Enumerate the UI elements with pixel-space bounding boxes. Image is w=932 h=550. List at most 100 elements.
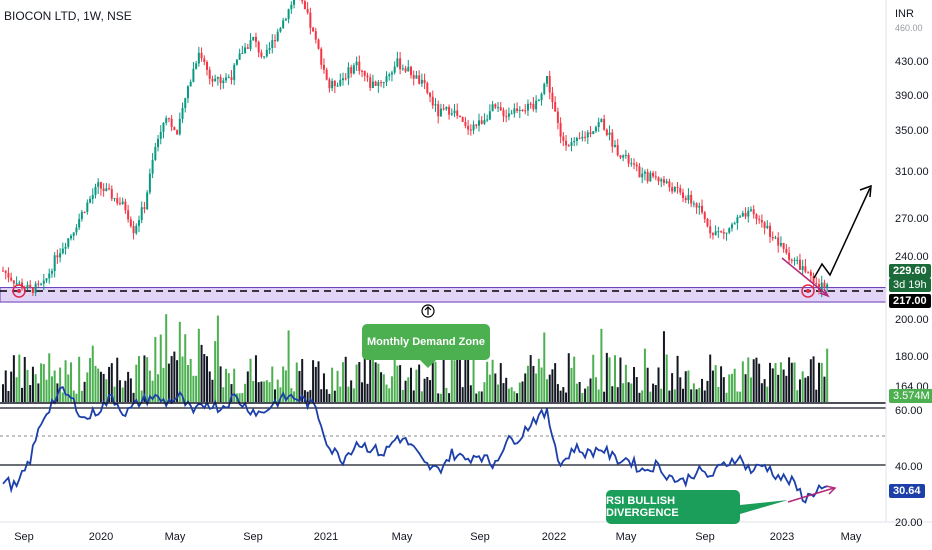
candle-body — [200, 52, 203, 59]
volume-bar — [7, 390, 10, 402]
candle-body — [317, 39, 320, 49]
candle-body — [50, 271, 53, 274]
volume-bar — [61, 392, 64, 402]
candle-body — [475, 124, 478, 126]
volume-bar — [263, 381, 266, 402]
volume-bar — [173, 351, 176, 402]
candle-body — [779, 243, 782, 246]
candle-body — [80, 211, 83, 219]
volume-bar — [429, 380, 432, 402]
volume-bar — [146, 357, 149, 402]
time-tick-label: Sep — [470, 531, 490, 543]
candle-body — [48, 273, 51, 279]
volume-bar — [15, 377, 18, 402]
volume-bar — [494, 373, 497, 402]
volume-bar — [97, 368, 100, 402]
candle-body — [102, 188, 105, 192]
volume-bar — [116, 357, 119, 402]
volume-bar — [214, 341, 217, 402]
volume-bar — [2, 384, 4, 402]
volume-bar — [113, 386, 116, 402]
candle-body — [529, 103, 532, 105]
volume-bar — [70, 362, 72, 402]
volume-bar — [31, 366, 34, 402]
volume-bar — [818, 362, 820, 402]
volume-bar — [573, 356, 576, 402]
candle-body — [793, 260, 796, 262]
candle-body — [736, 217, 739, 224]
volume-bar — [254, 355, 257, 402]
candle-body — [763, 222, 766, 229]
volume-bar — [646, 367, 649, 402]
candle-body — [478, 120, 480, 126]
candle-body — [565, 140, 568, 146]
candle-body — [589, 132, 592, 134]
volume-bar — [812, 356, 815, 402]
candle-body — [31, 287, 34, 293]
volume-bar — [643, 348, 646, 402]
volume-bar — [570, 367, 573, 402]
volume-bar — [371, 330, 374, 402]
candle-body — [148, 173, 151, 193]
volume-bar — [412, 390, 415, 402]
candle-body — [70, 235, 72, 239]
volume-bar — [339, 386, 342, 402]
candle-body — [173, 127, 176, 131]
volume-bar — [755, 357, 758, 402]
candle-body — [682, 192, 684, 198]
candle-body — [146, 192, 149, 210]
candle-body — [83, 211, 86, 213]
volume-bar — [467, 327, 470, 402]
volume-bar — [4, 370, 7, 402]
candle-body — [257, 41, 260, 53]
volume-bar — [72, 390, 75, 402]
volume-bar — [565, 392, 568, 402]
candle-body — [309, 12, 312, 28]
volume-bar — [369, 345, 372, 402]
candle-body — [361, 70, 364, 72]
volume-bar — [796, 390, 799, 402]
candle-body — [605, 129, 608, 135]
volume-bar — [801, 371, 804, 402]
candle-body — [249, 40, 252, 49]
low-marker-left-dot — [17, 289, 21, 293]
demand-callout-pointer — [420, 360, 436, 368]
candle-body — [575, 138, 578, 142]
rsi-divergence-callout[interactable]: RSI BULLISH DIVERGENCE — [606, 490, 740, 524]
volume-bar — [396, 365, 399, 402]
candle-body — [453, 110, 456, 114]
candle-body — [366, 75, 369, 78]
candle-body — [766, 225, 769, 229]
volume-bar — [790, 362, 793, 402]
volume-bar — [105, 379, 108, 402]
candle-body — [728, 228, 731, 233]
candle-body — [461, 117, 464, 122]
candle-body — [154, 146, 157, 161]
candle-body — [358, 61, 361, 71]
volume-bar — [486, 361, 489, 402]
candle-body — [777, 237, 780, 246]
volume-bar — [692, 383, 695, 402]
volume-bar — [89, 358, 92, 402]
candle-body — [437, 104, 440, 117]
candle-body — [118, 203, 121, 205]
volume-bar — [733, 368, 736, 402]
candle-body — [624, 154, 627, 156]
volume-bar — [91, 345, 94, 402]
candle-body — [352, 65, 355, 74]
candle-body — [86, 202, 89, 212]
time-tick-label: 2022 — [542, 531, 566, 543]
volume-bar — [361, 382, 364, 402]
candle-body — [227, 77, 230, 79]
volume-bar — [325, 389, 328, 402]
candle-body — [388, 74, 391, 77]
candle-body — [18, 282, 21, 284]
volume-bar — [739, 391, 742, 402]
candle-body — [603, 118, 606, 130]
demand-zone-callout[interactable]: Monthly Demand Zone — [362, 324, 490, 360]
candle-body — [339, 80, 342, 86]
candlestick-series — [2, 0, 829, 298]
volume-bar — [657, 367, 660, 402]
